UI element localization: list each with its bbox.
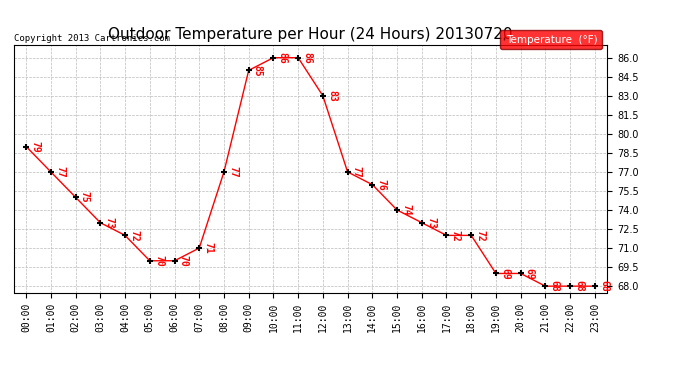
Text: 75: 75	[80, 191, 90, 203]
Text: 73: 73	[104, 217, 115, 229]
Text: 68: 68	[599, 280, 609, 292]
Text: 77: 77	[55, 166, 65, 178]
Text: 83: 83	[327, 90, 337, 102]
Text: 68: 68	[549, 280, 560, 292]
Text: 74: 74	[401, 204, 411, 216]
Text: 72: 72	[129, 230, 139, 241]
Text: 79: 79	[30, 141, 40, 152]
Text: 69: 69	[525, 268, 535, 279]
Text: 70: 70	[154, 255, 164, 267]
Text: 72: 72	[451, 230, 461, 241]
Text: 68: 68	[574, 280, 584, 292]
Text: 77: 77	[228, 166, 238, 178]
Text: 76: 76	[377, 179, 386, 190]
Text: 85: 85	[253, 64, 263, 76]
Text: 86: 86	[277, 52, 288, 64]
Text: 86: 86	[302, 52, 313, 64]
Title: Outdoor Temperature per Hour (24 Hours) 20130720: Outdoor Temperature per Hour (24 Hours) …	[108, 27, 513, 42]
Text: 73: 73	[426, 217, 436, 229]
Text: 71: 71	[204, 242, 213, 254]
Legend: Temperature  (°F): Temperature (°F)	[500, 30, 602, 49]
Text: 77: 77	[352, 166, 362, 178]
Text: 69: 69	[500, 268, 510, 279]
Text: Copyright 2013 Cartronics.com: Copyright 2013 Cartronics.com	[14, 33, 170, 42]
Text: 70: 70	[179, 255, 188, 267]
Text: 72: 72	[475, 230, 485, 241]
